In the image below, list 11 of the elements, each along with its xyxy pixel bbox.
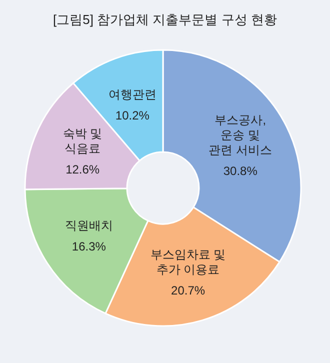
slice-label: 부스임차료 및 추가 이용료 [150,248,226,277]
data-label: 10.2% [115,108,150,123]
chart-title: [그림5] 참가업체 지출부문별 구성 현황 [53,12,277,27]
data-label: 16.3% [72,240,106,254]
data-label: 12.6% [66,162,100,176]
data-label: 20.7% [171,284,206,298]
slice-label: 숙박 및 식음료 [62,126,102,156]
slice-label: 여행관련 [108,88,156,102]
data-label: 30.8% [223,164,258,178]
slice-label: 부스공사, 운송 및 관련 서비스 [208,112,272,157]
slice-label: 직원배치 [64,218,113,233]
